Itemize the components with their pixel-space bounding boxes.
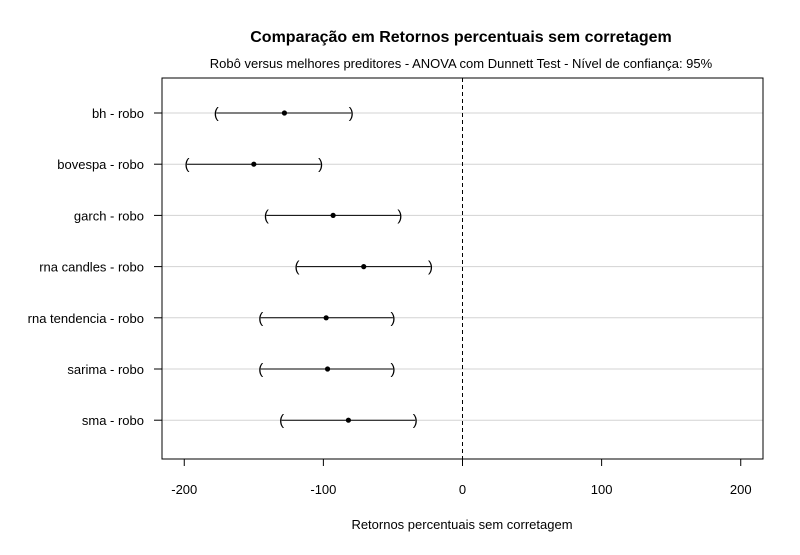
ci-row: () xyxy=(258,310,395,327)
x-axis-label: Retornos percentuais sem corretagem xyxy=(351,517,572,532)
ci-point-estimate xyxy=(345,417,352,423)
ci-upper-bracket: ) xyxy=(349,105,354,122)
ci-lower-bracket: ( xyxy=(258,361,263,378)
ci-point-estimate xyxy=(323,315,329,321)
y-tick-label: bovespa - robo xyxy=(57,157,144,172)
ci-lower-bracket: ( xyxy=(185,156,190,173)
y-tick-label: garch - robo xyxy=(74,208,144,223)
ci-row: () xyxy=(264,207,403,224)
ci-point-estimate xyxy=(361,264,367,270)
ci-upper-bracket: ) xyxy=(390,361,395,378)
y-tick-label: rna candles - robo xyxy=(39,260,144,275)
ci-row: () xyxy=(279,412,418,429)
ci-point-estimate xyxy=(281,110,288,116)
chart-title: Comparação em Retornos percentuais sem c… xyxy=(250,29,671,46)
y-axis-labels: bh - robo bovespa - robo garch - robo rna c… xyxy=(28,106,162,428)
x-axis: -200 -100 0 100 200 xyxy=(171,459,752,497)
ci-upper-bracket: ) xyxy=(397,207,402,224)
ci-lower-bracket: ( xyxy=(294,259,299,276)
x-tick-label: 0 xyxy=(459,482,466,497)
ci-upper-bracket: ) xyxy=(428,259,433,276)
y-tick-label: sma - robo xyxy=(82,413,144,428)
ci-lower-bracket: ( xyxy=(214,105,219,122)
ci-upper-bracket: ) xyxy=(318,156,323,173)
x-tick-label: -200 xyxy=(171,482,197,497)
x-tick-label: 100 xyxy=(591,482,613,497)
y-tick-label: rna tendencia - robo xyxy=(28,311,144,326)
ci-row: () xyxy=(214,105,354,122)
ci-lower-bracket: ( xyxy=(264,207,269,224)
chart-subtitle: Robô versus melhores preditores - ANOVA … xyxy=(210,56,713,71)
ci-row: () xyxy=(185,156,324,173)
ci-lower-bracket: ( xyxy=(258,310,263,327)
ci-row: () xyxy=(258,361,395,378)
y-tick-label: bh - robo xyxy=(92,106,144,121)
x-tick-label: 200 xyxy=(730,482,752,497)
x-tick-label: -100 xyxy=(310,482,336,497)
ci-row: () xyxy=(294,259,433,276)
ci-lower-bracket: ( xyxy=(279,412,284,429)
confidence-intervals: ()()()()()()() xyxy=(185,105,433,429)
ci-upper-bracket: ) xyxy=(390,310,395,327)
ci-point-estimate xyxy=(330,212,336,218)
ci-point-estimate xyxy=(324,366,331,372)
ci-point-estimate xyxy=(251,161,257,167)
ci-upper-bracket: ) xyxy=(413,412,418,429)
y-tick-label: sarima - robo xyxy=(67,362,144,377)
